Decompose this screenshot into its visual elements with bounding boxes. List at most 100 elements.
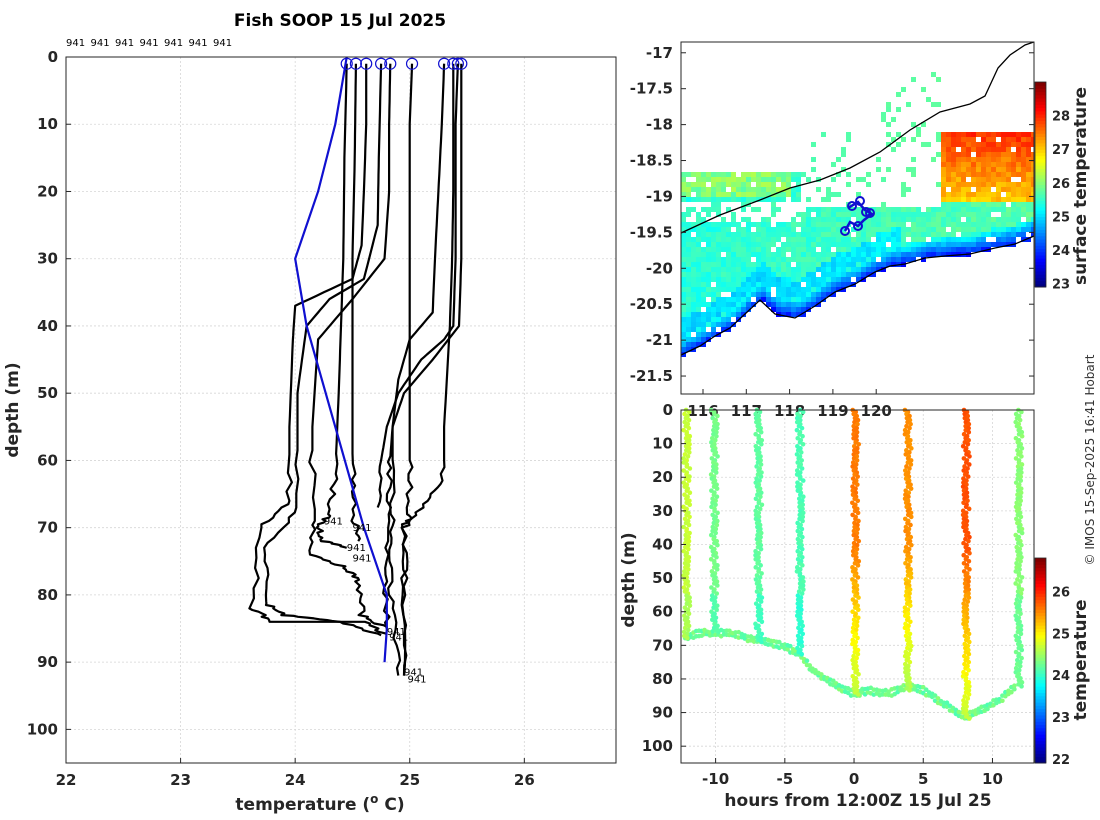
sst-cell [996, 182, 1001, 187]
sst-cell [706, 287, 711, 292]
sst-cell [756, 272, 761, 277]
sst-cell [856, 237, 861, 242]
temperature-colorbar-segment [1035, 721, 1046, 726]
sst-cell [681, 257, 686, 262]
sst-cell [1011, 232, 1016, 237]
sst-cell [956, 152, 961, 157]
sst-cell [1031, 132, 1034, 137]
section-cast-dot [759, 631, 765, 637]
sst-cell [846, 137, 851, 142]
sst-cell [961, 167, 966, 172]
sst-cell [871, 247, 876, 252]
sst-cell [686, 237, 691, 242]
sst-cell [796, 302, 801, 307]
temperature-colorbar-segment [1035, 682, 1046, 687]
sst-cell [686, 267, 691, 272]
sst-cell [696, 342, 701, 347]
sst-cell [966, 197, 971, 202]
sst-cell [1026, 137, 1031, 142]
sst-cell [691, 287, 696, 292]
sst-cell [1026, 217, 1031, 222]
section-cast-dot [757, 409, 763, 415]
sst-cell [791, 172, 796, 177]
sst-cell [786, 262, 791, 267]
sst-cell [761, 262, 766, 267]
sst-cell [871, 262, 876, 267]
section-cast-dot [906, 490, 912, 496]
temperature-colorbar-tick-label: 22 [1052, 753, 1070, 768]
sst-cell [751, 187, 756, 192]
section-cast-dot [1019, 409, 1024, 415]
sst-colorbar-segment [1035, 222, 1046, 227]
section-cast-dot [687, 530, 692, 536]
sst-cell [751, 262, 756, 267]
section-cast-dot [964, 671, 969, 677]
temperature-colorbar-segment [1035, 593, 1046, 597]
sst-cell [691, 222, 696, 227]
sst-cell [811, 167, 816, 172]
sst-cell [731, 187, 736, 192]
sst-cell [811, 302, 816, 307]
sst-colorbar-segment [1035, 203, 1046, 208]
sst-cell [701, 322, 706, 327]
section-cast-dot [855, 526, 860, 532]
sst-cell [1001, 147, 1006, 152]
sst-cell [891, 237, 896, 242]
sst-cell [946, 132, 951, 137]
sst-cell [806, 257, 811, 262]
sst-cell [946, 192, 951, 197]
sst-cell [691, 197, 696, 202]
sst-cell [831, 267, 836, 272]
sst-cell [706, 292, 711, 297]
section-bottom-dot [807, 663, 813, 668]
sst-cell [991, 197, 996, 202]
sst-cell [751, 292, 756, 297]
sst-cell [791, 282, 796, 287]
sst-cell [726, 222, 731, 227]
sst-colorbar-segment [1035, 184, 1046, 189]
sst-cell [801, 242, 806, 247]
section-x-tick-label: -5 [776, 770, 793, 788]
sst-cell [826, 282, 831, 287]
sst-cell [881, 177, 886, 182]
sst-cell [731, 192, 736, 197]
sst-cell [961, 137, 966, 142]
sst-cell [821, 227, 826, 232]
sst-cell [796, 252, 801, 257]
x-ticks: 22 23 24 25 26 [56, 758, 535, 789]
sst-cell [776, 192, 781, 197]
sst-cell [831, 207, 836, 212]
sst-cell [721, 237, 726, 242]
sst-cell [956, 247, 961, 252]
sst-cell [941, 152, 946, 157]
sst-cell [1006, 242, 1011, 247]
sst-cell [696, 332, 701, 337]
sst-cell [696, 287, 701, 292]
sst-cell [711, 187, 716, 192]
sst-cell [1006, 237, 1011, 242]
sst-cell [711, 227, 716, 232]
map-y-tick-label: -17 [646, 44, 673, 62]
sst-cell [986, 142, 991, 147]
sst-cell [836, 282, 841, 287]
sst-cell [916, 237, 921, 242]
sst-cell [976, 197, 981, 202]
sst-cell [986, 182, 991, 187]
sst-cell [741, 177, 746, 182]
sst-cell [716, 192, 721, 197]
sst-cell [786, 237, 791, 242]
section-frame [680, 409, 1035, 764]
sst-cell [826, 187, 831, 192]
sst-cell [686, 342, 691, 347]
sst-cell [726, 247, 731, 252]
sst-cell [806, 272, 811, 277]
sst-cell [936, 232, 941, 237]
sst-colorbar-segment [1035, 88, 1046, 93]
sst-cell [761, 237, 766, 242]
section-cast-dot [686, 417, 692, 423]
sst-cell [686, 182, 691, 187]
sst-cell [821, 262, 826, 267]
sst-cell [806, 292, 811, 297]
section-cast-dot [856, 538, 862, 544]
temperature-colorbar-segment [1035, 756, 1046, 761]
